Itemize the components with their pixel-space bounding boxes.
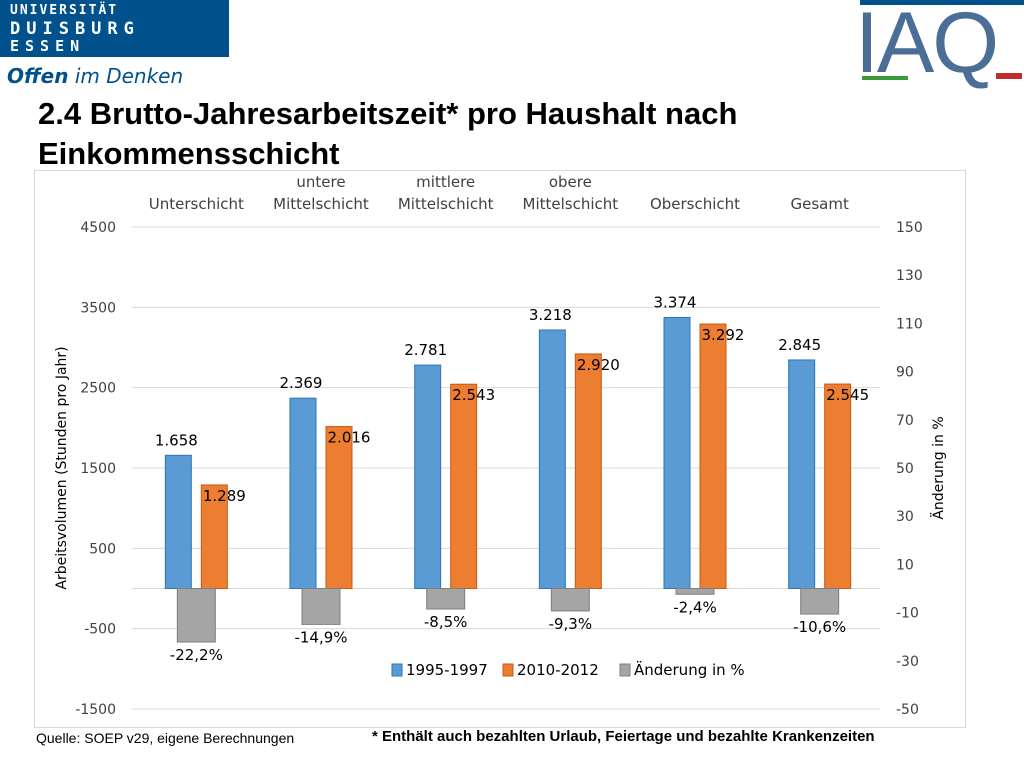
slogan-bold: Offen	[7, 64, 69, 88]
university-logo-line2: DUISBURG	[10, 19, 140, 39]
page-title: 2.4 Brutto-Jahresarbeitszeit* pro Hausha…	[38, 96, 738, 171]
bar-change-percent	[550, 588, 590, 612]
source-note: Quelle: SOEP v29, eigene Berechnungen	[36, 730, 295, 746]
category-label: Mittelschicht	[523, 195, 619, 213]
category-label: untere	[296, 173, 345, 191]
data-label-2010-2012: 2.016	[328, 429, 371, 447]
y2-tick-label: -50	[896, 702, 919, 718]
category-label: Gesamt	[790, 195, 848, 213]
bar-2010-2012	[325, 426, 353, 589]
legend-swatch	[619, 663, 631, 677]
y-tick-label: 3500	[80, 300, 116, 316]
bar-1995-1997	[164, 454, 192, 590]
y2-tick-label: 90	[896, 365, 914, 381]
data-label-1995-1997: 2.781	[404, 341, 447, 359]
bar-1995-1997	[788, 359, 816, 589]
y-tick-label: -500	[84, 622, 116, 638]
data-label-change-percent: -14,9%	[294, 628, 347, 646]
legend-label: 1995-1997	[406, 661, 488, 679]
bar-2010-2012	[200, 484, 228, 590]
y2-tick-label: 150	[896, 220, 923, 236]
data-label-2010-2012: 2.545	[826, 386, 869, 404]
bar-change-percent	[800, 588, 840, 615]
category-label: Mittelschicht	[398, 195, 494, 213]
bar-change-percent	[675, 588, 715, 595]
y-tick-label: 500	[89, 541, 116, 557]
y2-tick-label: -30	[896, 654, 919, 670]
bar-2010-2012	[699, 323, 727, 589]
iaq-logo: IAQ	[855, 0, 999, 91]
category-label: Mittelschicht	[273, 195, 369, 213]
y2-axis-label: Änderung in %	[929, 416, 947, 519]
data-label-change-percent: -22,2%	[170, 646, 223, 664]
y-tick-label: -1500	[75, 702, 116, 718]
category-label: Oberschicht	[650, 195, 740, 213]
university-logo-line3: ESSEN	[10, 37, 86, 55]
y2-tick-label: -10	[896, 606, 919, 622]
bar-change-percent	[176, 588, 216, 643]
data-label-2010-2012: 2.543	[452, 386, 495, 404]
bar-2010-2012	[574, 353, 602, 589]
data-label-change-percent: -8,5%	[424, 613, 468, 631]
data-label-change-percent: -2,4%	[673, 598, 717, 616]
iaq-logo-accent-red	[996, 73, 1022, 79]
data-label-2010-2012: 3.292	[702, 326, 745, 344]
y-tick-label: 2500	[80, 381, 116, 397]
data-label-2010-2012: 2.920	[577, 356, 620, 374]
data-label-2010-2012: 1.289	[203, 487, 246, 505]
legend-label: 2010-2012	[517, 661, 599, 679]
y2-tick-label: 50	[896, 461, 914, 477]
university-logo: UNIVERSITÄT DUISBURG ESSEN	[0, 0, 229, 57]
data-label-1995-1997: 3.218	[529, 306, 572, 324]
iaq-logo-bar	[860, 0, 1024, 5]
data-label-1995-1997: 2.369	[280, 374, 323, 392]
data-label-change-percent: -9,3%	[549, 615, 593, 633]
y2-tick-label: 70	[896, 413, 914, 429]
university-slogan: Offen im Denken	[7, 64, 183, 88]
data-label-1995-1997: 1.658	[155, 431, 198, 449]
y-tick-label: 1500	[80, 461, 116, 477]
bar-change-percent	[426, 588, 466, 610]
y-tick-label: 4500	[80, 220, 116, 236]
slogan-rest: im Denken	[68, 64, 184, 88]
y2-tick-label: 110	[896, 316, 923, 332]
y-axis-label: Arbeitsvolumen (Stunden pro Jahr)	[54, 346, 70, 589]
bar-2010-2012	[824, 383, 852, 589]
legend-swatch	[391, 663, 403, 677]
y2-tick-label: 30	[896, 509, 914, 525]
bar-1995-1997	[663, 316, 691, 589]
footnote: * Enthält auch bezahlten Urlaub, Feierta…	[372, 728, 875, 745]
legend-label: Änderung in %	[634, 660, 745, 679]
category-label: Unterschicht	[149, 195, 244, 213]
y2-tick-label: 10	[896, 557, 914, 573]
bar-change-percent	[301, 588, 341, 625]
bar-1995-1997	[414, 364, 442, 589]
category-label: mittlere	[416, 173, 475, 191]
bar-1995-1997	[289, 397, 317, 589]
category-label: obere	[549, 173, 592, 191]
university-logo-line1: UNIVERSITÄT	[10, 3, 119, 18]
legend-swatch	[502, 663, 514, 677]
data-label-1995-1997: 3.374	[654, 293, 697, 311]
data-label-change-percent: -10,6%	[793, 618, 846, 636]
iaq-logo-accent-green	[862, 76, 908, 80]
y2-tick-label: 130	[896, 268, 923, 284]
bar-1995-1997	[538, 329, 566, 589]
bar-2010-2012	[450, 383, 478, 590]
data-label-1995-1997: 2.845	[778, 336, 821, 354]
